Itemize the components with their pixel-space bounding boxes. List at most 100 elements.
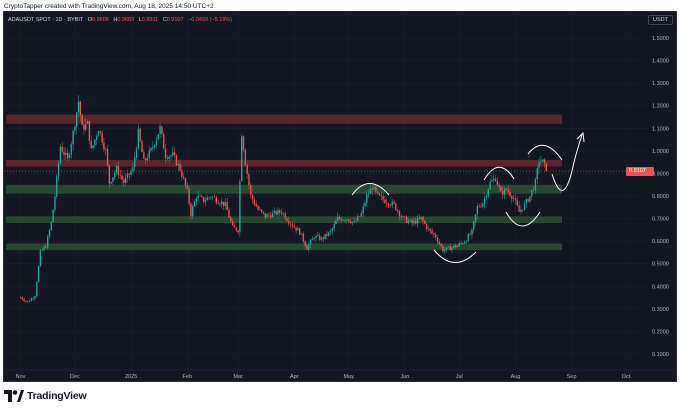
candle-body <box>302 233 305 242</box>
resistance-zone <box>6 114 562 124</box>
candle-body <box>99 131 101 133</box>
candle-body <box>280 212 283 214</box>
candle-body <box>320 237 323 240</box>
candle-body <box>295 227 297 231</box>
symbol-title[interactable]: ADAUSDT SPOT · 1D · BYBIT <box>8 17 84 23</box>
candle-body <box>476 206 479 215</box>
candle-body <box>239 181 241 233</box>
candle-body <box>32 298 34 299</box>
chart-area[interactable]: 1.5000 1.4000 1.3000 1.2000 1.1000 1.0000 0.90… <box>3 11 677 382</box>
candle-body <box>335 220 337 225</box>
candle-body <box>126 173 129 178</box>
candle-body <box>531 190 533 196</box>
candle-body <box>445 247 448 250</box>
candle-body <box>451 247 453 251</box>
candle-body <box>95 136 98 140</box>
candle-body <box>456 245 459 248</box>
candle-body <box>387 203 390 206</box>
candle-body <box>483 197 486 204</box>
candle-body <box>378 193 381 196</box>
candle-body <box>436 237 439 242</box>
candle-body <box>123 179 125 184</box>
arc-drawing-august <box>505 211 541 227</box>
candle-body <box>543 159 546 164</box>
candle-body <box>217 202 219 204</box>
candle-body <box>344 219 346 221</box>
candle-body <box>503 188 506 195</box>
currency-badge[interactable]: USDT <box>648 15 673 25</box>
candle-body <box>19 297 22 299</box>
candle-body <box>299 228 301 235</box>
candle-body <box>139 128 141 142</box>
price-tick-label: 0.2000 <box>652 329 669 335</box>
candle-body <box>48 230 51 237</box>
candle-body <box>137 128 140 149</box>
candle-body <box>367 193 370 195</box>
candle-body <box>282 213 285 215</box>
candle-body <box>324 233 326 239</box>
candle-body <box>355 220 357 222</box>
candle-body <box>364 202 366 207</box>
candle-body <box>242 136 245 151</box>
candle-body <box>331 228 334 232</box>
candle-body <box>76 112 78 127</box>
candle-body <box>487 189 489 196</box>
candle-body <box>211 196 214 198</box>
time-tick-label: Apr <box>290 374 299 380</box>
candle-body <box>509 191 511 197</box>
candle-body <box>150 148 152 151</box>
candle-body <box>291 224 294 227</box>
candle-body <box>311 238 314 241</box>
candle-body <box>369 188 372 194</box>
projection-arrow-path <box>551 134 583 191</box>
candle-body <box>268 214 270 216</box>
tradingview-footer[interactable]: TradingView <box>4 389 87 403</box>
candle-body <box>237 230 239 233</box>
time-tick-label: Nov <box>16 374 26 380</box>
candle-body <box>37 266 40 283</box>
candle-body <box>375 186 377 192</box>
candle-body <box>132 167 134 172</box>
price-chart[interactable]: 1.5000 1.4000 1.3000 1.2000 1.1000 1.0000 0.90… <box>4 12 677 382</box>
candle-body <box>489 181 491 190</box>
open-label: O <box>87 17 92 23</box>
candle-body <box>402 216 404 218</box>
tradingview-logo-icon <box>4 390 24 402</box>
candle-body <box>271 212 274 218</box>
candle-body <box>493 178 495 180</box>
candle-body <box>63 151 65 155</box>
candle-body <box>425 223 428 229</box>
candle-body <box>309 240 312 245</box>
candle-body <box>230 217 232 222</box>
candle-body <box>284 213 286 219</box>
candle-body <box>520 209 522 212</box>
candle-body <box>213 196 216 198</box>
candle-body <box>228 210 230 218</box>
candle-body <box>202 196 205 203</box>
candle-body <box>536 168 538 180</box>
candle-body <box>480 206 482 208</box>
candle-body <box>57 162 60 177</box>
candle-body <box>244 150 247 166</box>
open-value: 0.9606 <box>92 17 109 23</box>
candle-body <box>224 202 227 206</box>
candle-body <box>240 136 243 182</box>
candle-body <box>313 238 315 240</box>
candle-body <box>362 206 364 214</box>
candle-body <box>404 216 406 218</box>
price-zones <box>6 114 562 251</box>
candle-body <box>337 216 339 221</box>
price-axis[interactable]: 1.5000 1.4000 1.3000 1.2000 1.1000 1.0000 0.90… <box>652 36 669 358</box>
candle-body <box>56 176 58 197</box>
candle-body <box>376 191 379 194</box>
candle-body <box>250 184 252 195</box>
candle-body <box>66 152 69 159</box>
candle-body <box>25 300 27 302</box>
candle-body <box>277 210 279 215</box>
candle-body <box>386 203 388 204</box>
candle-body <box>511 196 513 200</box>
time-tick-label: Mar <box>233 374 243 380</box>
time-axis[interactable]: Nov Dec 2025 Feb Mar Apr May Jun Jul Aug Sep Oct <box>4 369 677 380</box>
price-tick-label: 1.5000 <box>652 36 669 42</box>
candle-body <box>485 195 488 198</box>
